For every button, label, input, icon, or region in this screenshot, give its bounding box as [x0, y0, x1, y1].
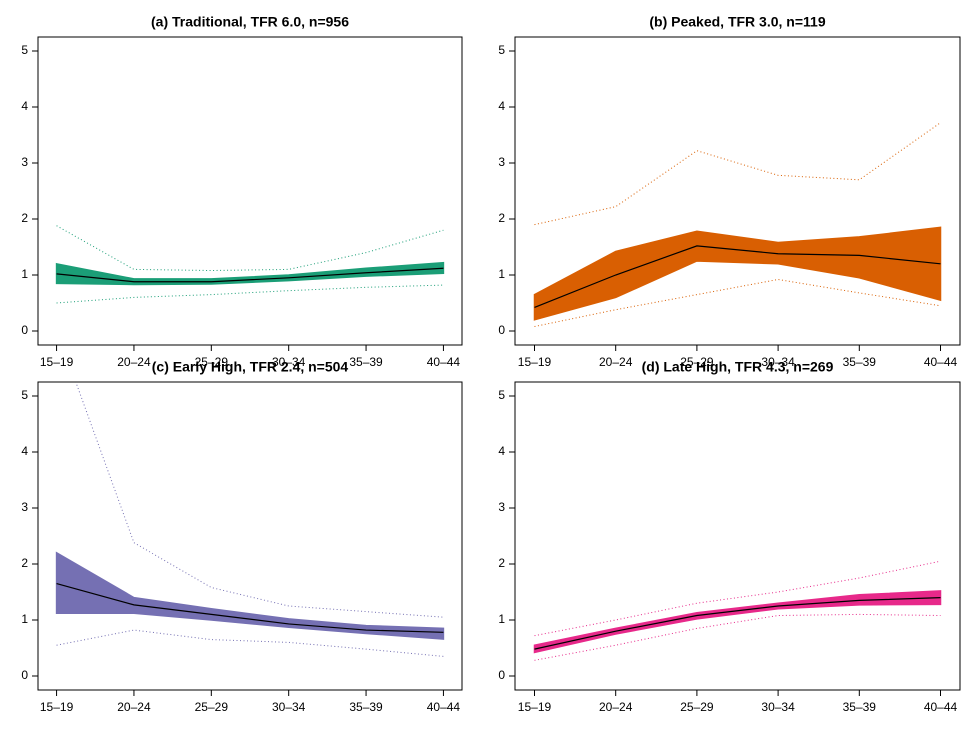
y-tick-label: 2	[498, 556, 505, 570]
x-tick-label: 35–39	[843, 355, 877, 369]
y-tick-label: 5	[498, 388, 505, 402]
range-line	[534, 278, 941, 328]
x-tick-label: 20–24	[599, 355, 633, 369]
x-tick-label: 40–44	[924, 355, 958, 369]
y-tick-label: 5	[21, 43, 28, 57]
y-tick-label: 3	[498, 500, 505, 514]
panel-title: (b) Peaked, TFR 3.0, n=119	[649, 14, 825, 30]
x-tick-label: 40–44	[427, 355, 461, 369]
y-tick-label: 2	[498, 211, 505, 225]
y-tick-label: 5	[498, 43, 505, 57]
y-tick-label: 3	[498, 155, 505, 169]
range-line	[75, 382, 444, 618]
x-tick-label: 25–29	[195, 355, 229, 369]
x-tick-label: 30–34	[761, 355, 795, 369]
x-tick-label: 30–34	[272, 355, 306, 369]
y-tick-label: 4	[498, 444, 505, 458]
plot-frame	[37, 381, 463, 691]
x-tick-label: 20–24	[117, 355, 151, 369]
x-tick-label: 15–19	[40, 355, 74, 369]
y-tick-label: 4	[498, 99, 505, 113]
x-tick-label: 40–44	[924, 700, 958, 714]
range-line	[56, 225, 444, 272]
mean-line	[534, 597, 941, 650]
y-tick-label: 4	[21, 99, 28, 113]
band	[533, 226, 942, 321]
y-tick-label: 1	[21, 612, 28, 626]
mean-line	[56, 267, 444, 283]
x-tick-label: 30–34	[272, 700, 306, 714]
x-tick-label: 35–39	[349, 355, 383, 369]
x-tick-label: 40–44	[427, 700, 461, 714]
panel-title: (c) Early High, TFR 2.4, n=504	[152, 359, 349, 375]
y-tick-label: 0	[498, 668, 505, 682]
band	[533, 590, 942, 654]
plot-frame	[37, 36, 463, 346]
plot-area	[55, 225, 445, 304]
y-tick-label: 0	[21, 668, 28, 682]
plot-area	[55, 382, 445, 657]
range-line	[534, 122, 941, 226]
y-tick-label: 5	[21, 388, 28, 402]
plot-area	[533, 560, 942, 661]
y-tick-label: 1	[21, 267, 28, 281]
x-tick-label: 20–24	[117, 700, 151, 714]
y-tick-label: 2	[21, 211, 28, 225]
mean-line	[56, 583, 444, 633]
y-tick-label: 1	[498, 267, 505, 281]
y-tick-label: 0	[21, 323, 28, 337]
x-tick-label: 35–39	[843, 700, 877, 714]
x-tick-label: 35–39	[349, 700, 383, 714]
x-tick-label: 25–29	[680, 355, 714, 369]
panel-title: (a) Traditional, TFR 6.0, n=956	[151, 14, 349, 30]
y-tick-label: 3	[21, 500, 28, 514]
panel-title: (d) Late High, TFR 4.3, n=269	[642, 359, 834, 375]
x-tick-label: 30–34	[761, 700, 795, 714]
range-line	[56, 284, 444, 304]
band	[55, 261, 445, 286]
y-tick-label: 4	[21, 444, 28, 458]
mean-line	[534, 245, 941, 309]
range-line	[534, 613, 941, 661]
x-tick-label: 15–19	[518, 355, 552, 369]
y-tick-label: 2	[21, 556, 28, 570]
y-tick-label: 1	[498, 612, 505, 626]
x-tick-label: 15–19	[518, 700, 552, 714]
range-line	[534, 560, 941, 637]
x-tick-label: 20–24	[599, 700, 633, 714]
y-tick-label: 3	[21, 155, 28, 169]
plot-area	[533, 122, 942, 328]
x-tick-label: 25–29	[680, 700, 714, 714]
plot-frame	[514, 381, 961, 691]
band	[55, 551, 445, 640]
x-tick-label: 15–19	[40, 700, 74, 714]
plot-frame	[514, 36, 961, 346]
y-tick-label: 0	[498, 323, 505, 337]
x-tick-label: 25–29	[195, 700, 229, 714]
